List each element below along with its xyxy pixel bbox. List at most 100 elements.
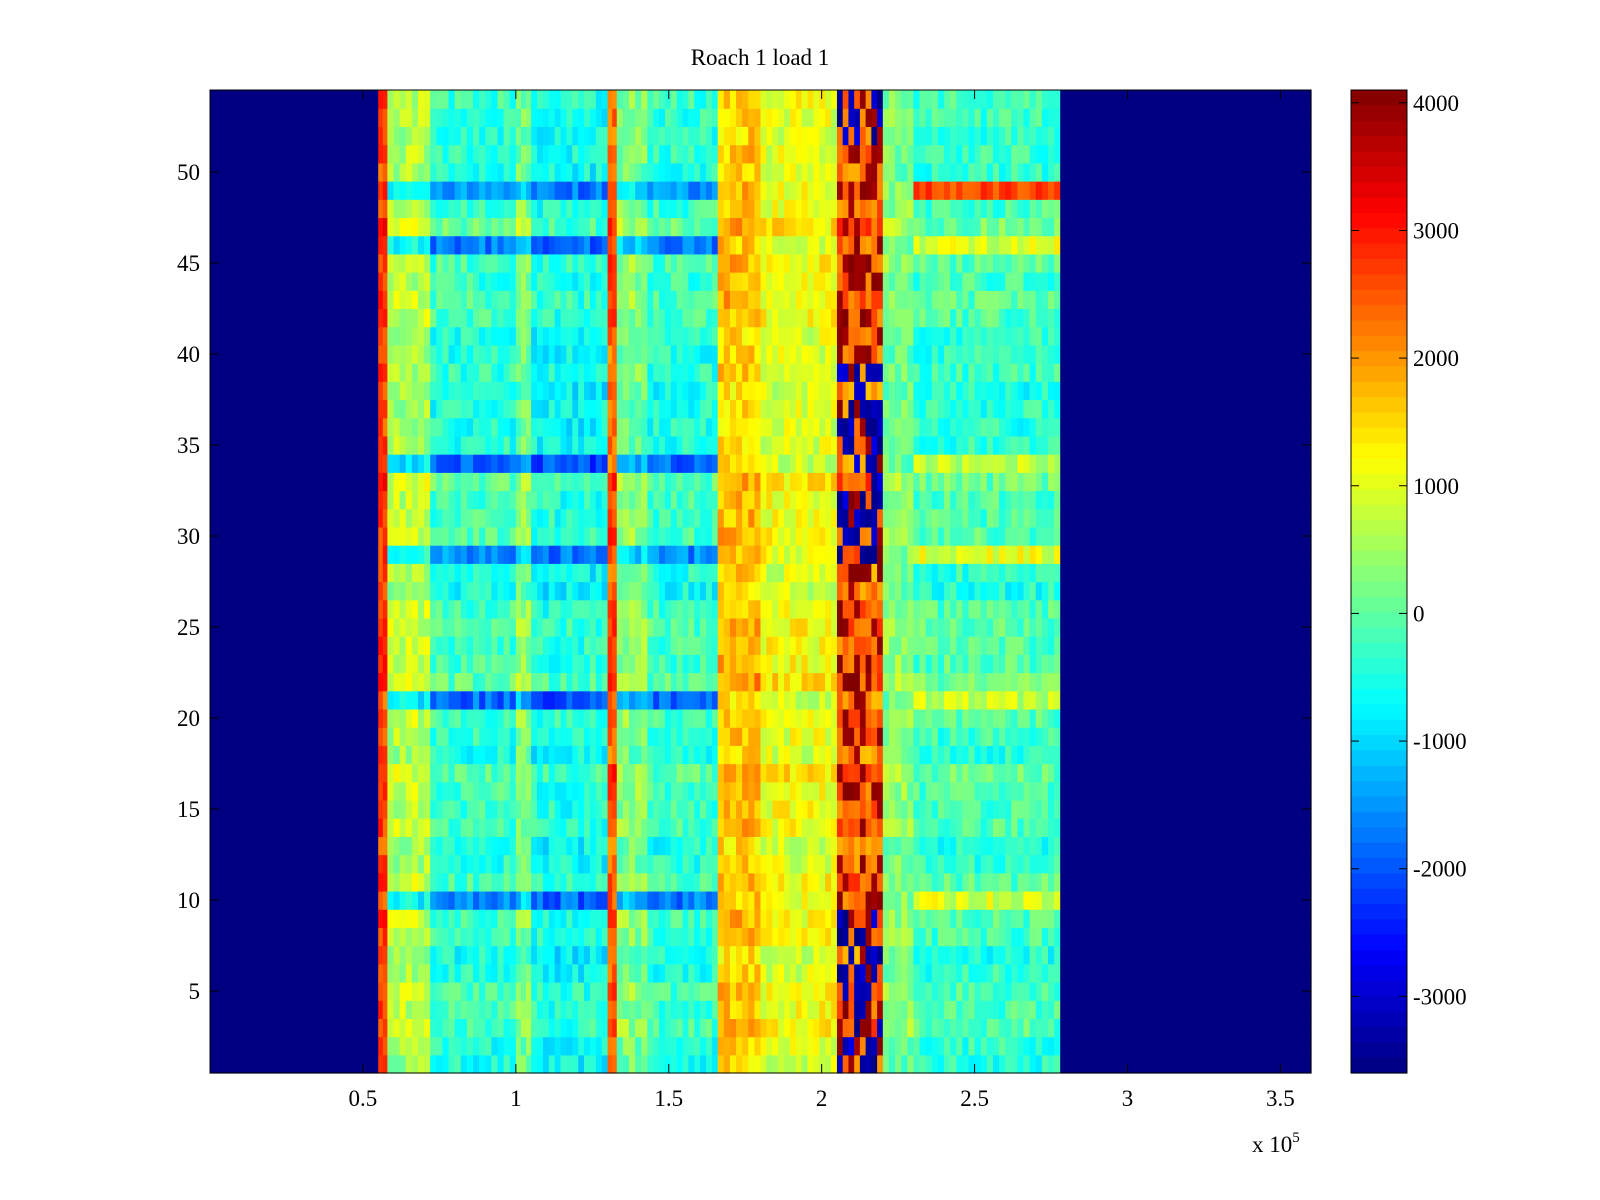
heatmap-cell [387,636,395,655]
heatmap-cell [578,1000,585,1019]
heatmap-cell [907,636,915,655]
heatmap-cell [1035,599,1043,619]
heatmap-cell [526,672,532,692]
heatmap-cell [1060,927,1312,947]
heatmap-cell [548,781,556,801]
heatmap-cell [578,545,585,564]
heatmap-cell [676,981,684,1001]
heatmap-cell [778,363,785,382]
heatmap-cell [548,490,556,510]
heatmap-cell [888,363,896,382]
heatmap-cell [659,927,666,947]
heatmap-cell [760,308,767,328]
heatmap-cell [424,308,431,328]
heatmap-cell [670,945,678,965]
heatmap-cell [895,308,902,328]
heatmap-cell [819,654,826,674]
heatmap-cell [962,690,970,710]
heatmap-cell [405,963,413,983]
heatmap-cell [854,381,861,401]
heatmap-cell [807,508,815,528]
heatmap-cell [682,727,689,746]
heatmap-cell [566,727,573,746]
heatmap-cell [411,363,419,382]
heatmap-cell [622,417,630,437]
heatmap-cell [986,1054,994,1074]
heatmap-cell [572,981,579,1001]
heatmap-cell [968,872,976,892]
heatmap-cell [589,363,597,382]
heatmap-cell [436,909,444,928]
heatmap-cell [865,872,872,892]
heatmap-cell [653,290,660,310]
heatmap-cell [919,526,927,546]
heatmap-cell [430,909,437,928]
heatmap-cell [1017,508,1025,528]
heatmap-cell [1017,490,1025,510]
heatmap-cell [399,599,407,619]
heatmap-cell [1041,490,1049,510]
heatmap-cell [548,672,556,692]
heatmap-cell [754,727,762,746]
heatmap-cell [515,381,522,401]
heatmap-cell [877,672,884,692]
heatmap-cell [460,799,468,819]
heatmap-cell [795,363,803,382]
heatmap-cell [700,927,707,947]
heatmap-cell [515,1036,522,1056]
heatmap-cell [819,526,826,546]
heatmap-cell [378,508,384,528]
heatmap-cell [937,1018,945,1038]
heatmap-cell [635,854,642,874]
heatmap-cell [705,490,713,510]
heatmap-cell [503,326,511,346]
heatmap-cell [515,708,522,728]
heatmap-cell [424,545,431,564]
heatmap-cell [931,563,939,583]
heatmap-cell [210,690,379,710]
heatmap-cell [913,363,921,382]
heatmap-cell [901,745,908,765]
heatmap-cell [717,581,725,601]
heatmap-cell [393,344,401,364]
heatmap-cell [992,545,1000,564]
heatmap-cell [819,399,826,419]
heatmap-cell [919,781,927,801]
heatmap-cell [378,526,384,546]
heatmap-cell [387,399,395,419]
heatmap-cell [566,381,573,401]
heatmap-cell [694,963,701,983]
heatmap-cell [980,981,988,1001]
heatmap-cell [992,636,1000,655]
heatmap-cell [670,363,678,382]
heatmap-cell [1017,636,1025,655]
heatmap-cell [485,1018,492,1038]
heatmap-cell [748,981,755,1001]
heatmap-cell [491,963,499,983]
heatmap-cell [999,1018,1006,1038]
heatmap-cell [956,526,963,546]
heatmap-cell [729,945,737,965]
heatmap-cell [789,526,797,546]
heatmap-cell [772,526,779,546]
heatmap-cell [795,727,803,746]
heatmap-cell [653,344,660,364]
heatmap-cell [1005,363,1012,382]
heatmap-cell [595,745,603,765]
heatmap-cell [895,508,902,528]
heatmap-cell [664,290,672,310]
heatmap-cell [901,727,908,746]
heatmap-cell [1035,308,1043,328]
heatmap-cell [688,636,695,655]
heatmap-cell [742,963,749,983]
heatmap-cell [641,290,648,310]
heatmap-cell [711,617,719,637]
heatmap-cell [825,508,832,528]
heatmap-cell [913,890,921,910]
heatmap-cell [628,781,636,801]
heatmap-cell [460,981,468,1001]
heatmap-cell [795,963,803,983]
heatmap-cell [974,708,982,728]
heatmap-cell [888,981,896,1001]
heatmap-cell [537,799,544,819]
